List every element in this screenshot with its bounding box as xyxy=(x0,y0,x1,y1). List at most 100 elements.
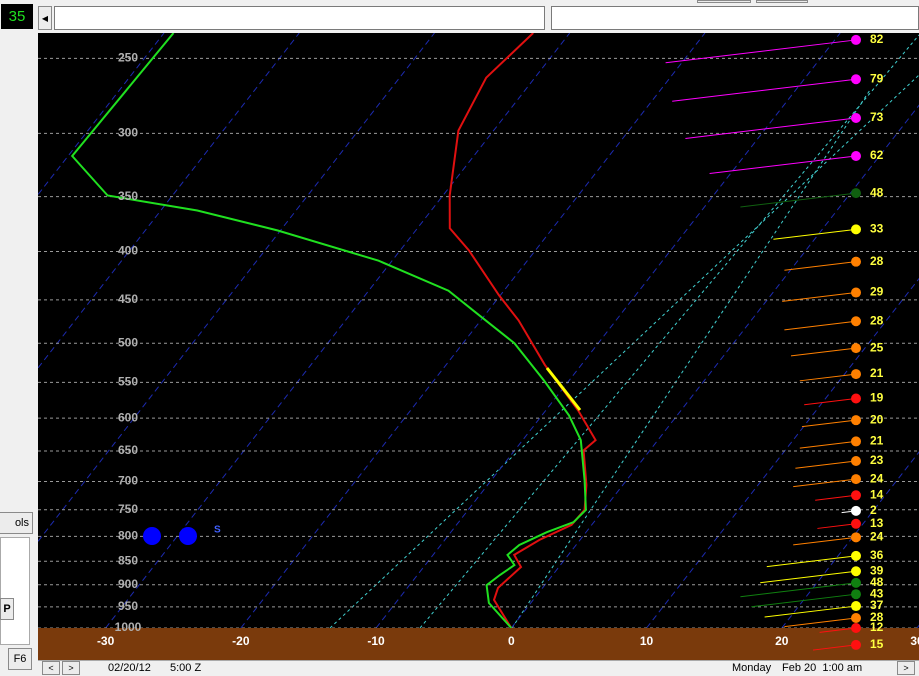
wind-dot xyxy=(851,256,861,267)
text-input[interactable] xyxy=(551,6,919,30)
wind-dot xyxy=(851,550,861,561)
wind-speed-label: 24 xyxy=(870,471,884,485)
x-tick-label: 30 xyxy=(910,634,919,648)
local-time: Feb 20 1:00 am xyxy=(782,662,863,674)
status-bar xyxy=(38,660,919,676)
wind-staff xyxy=(685,117,857,139)
y-tick-label: 950 xyxy=(118,599,138,613)
wind-dot xyxy=(851,505,861,516)
wind-speed-label: 62 xyxy=(870,148,884,162)
wind-speed-label: 29 xyxy=(870,285,884,299)
x-tick-label: 0 xyxy=(508,634,515,648)
next-button[interactable]: > xyxy=(897,661,915,675)
wind-staff xyxy=(817,523,857,529)
marker-dot xyxy=(179,527,197,545)
wind-speed-label: 25 xyxy=(870,340,884,354)
marker-dot xyxy=(143,527,161,545)
wind-staff xyxy=(793,478,857,488)
wind-staff xyxy=(793,536,857,546)
p-button[interactable]: P xyxy=(0,598,14,620)
wind-dot xyxy=(851,577,861,588)
wind-dot xyxy=(851,589,861,600)
wind-speed-label: 82 xyxy=(870,32,884,46)
plot-background xyxy=(38,33,919,628)
wind-speed-label: 13 xyxy=(870,516,884,530)
y-tick-label: 650 xyxy=(118,443,138,457)
wind-dot xyxy=(851,393,861,404)
wind-staff xyxy=(709,155,857,175)
wind-staff xyxy=(665,39,857,64)
wind-dot xyxy=(851,34,861,45)
wind-speed-label: 48 xyxy=(870,575,884,589)
y-tick-label: 400 xyxy=(118,244,138,258)
wind-dot xyxy=(851,623,861,633)
counter: 35 xyxy=(1,4,33,29)
x-tick-label: 10 xyxy=(640,634,654,648)
x-tick-label: 20 xyxy=(775,634,789,648)
isotherm xyxy=(0,33,29,628)
y-tick-label: 300 xyxy=(118,126,138,140)
isotherm xyxy=(781,451,919,628)
y-tick-label: 450 xyxy=(118,292,138,306)
wind-staff xyxy=(795,460,857,469)
wind-speed-label: 39 xyxy=(870,563,884,577)
wind-speed-label: 36 xyxy=(870,548,884,562)
wind-speed-label: 79 xyxy=(870,71,884,85)
wind-staff xyxy=(799,440,857,449)
f6-button[interactable]: F6 xyxy=(8,648,32,670)
y-tick-label: 350 xyxy=(118,189,138,203)
y-tick-label: 900 xyxy=(118,577,138,591)
wind-staff xyxy=(740,192,857,208)
prev-button[interactable]: < xyxy=(42,661,60,675)
wind-dot xyxy=(851,224,861,235)
scroll-left[interactable]: ◀ xyxy=(38,6,52,30)
wind-staff xyxy=(815,494,857,501)
wind-staff xyxy=(672,78,857,102)
wind-speed-label: 48 xyxy=(870,185,884,199)
y-tick-label: 550 xyxy=(118,375,138,389)
wind-staff xyxy=(773,228,857,240)
y-tick-label: 600 xyxy=(118,410,138,424)
wind-staff xyxy=(801,419,857,428)
button[interactable] xyxy=(756,0,808,3)
wind-speed-label: 19 xyxy=(870,391,884,405)
wind-dot xyxy=(851,287,861,298)
profile-line xyxy=(70,33,587,628)
ground xyxy=(38,628,919,660)
y-tick-label: 700 xyxy=(118,474,138,488)
wind-dot xyxy=(851,566,861,577)
x-tick-label: -30 xyxy=(97,634,115,648)
tools-button[interactable]: ols xyxy=(0,512,33,534)
wind-dot xyxy=(851,455,861,466)
marker-label: S xyxy=(214,525,221,536)
wind-speed-label: 20 xyxy=(870,412,884,426)
date: 02/20/12 xyxy=(108,662,151,674)
wind-dot xyxy=(851,188,861,199)
wind-dot xyxy=(851,150,861,161)
next-button[interactable]: > xyxy=(62,661,80,675)
wind-speed-label: 12 xyxy=(870,620,884,634)
wind-dot xyxy=(851,490,861,501)
wind-dot xyxy=(851,601,861,612)
wind-staff xyxy=(751,593,857,608)
wind-dot xyxy=(851,532,861,543)
wind-speed-label: 28 xyxy=(870,254,884,268)
wind-speed-label: 73 xyxy=(870,110,884,124)
wind-dot xyxy=(851,436,861,447)
button[interactable] xyxy=(697,0,751,3)
wind-staff xyxy=(804,397,857,406)
wind-staff xyxy=(766,555,857,568)
wind-speed-label: 15 xyxy=(870,637,884,651)
isotherm xyxy=(375,33,841,628)
profile-line xyxy=(448,33,597,628)
wind-dot xyxy=(851,343,861,354)
wind-dot xyxy=(851,415,861,426)
x-tick-label: -10 xyxy=(367,634,385,648)
wind-dot xyxy=(851,316,861,327)
wind-dot xyxy=(851,369,861,380)
y-tick-label: 850 xyxy=(118,553,138,567)
wind-staff xyxy=(760,570,857,584)
text-input[interactable] xyxy=(54,6,545,30)
wind-speed-label: 28 xyxy=(870,313,884,327)
